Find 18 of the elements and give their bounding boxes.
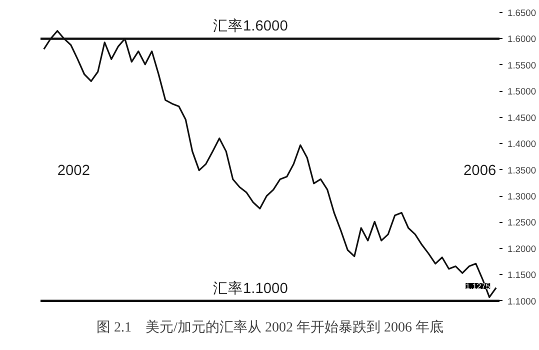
y-tick-label: 1.6500 xyxy=(508,8,536,18)
annotation: 2006 xyxy=(464,163,496,180)
y-tick-label: 1.5000 xyxy=(508,86,536,97)
ref-line-label: 汇率1.6000 xyxy=(213,18,288,35)
annotation: 1.1275 xyxy=(466,282,491,292)
y-tick-label: 1.4500 xyxy=(508,112,536,123)
ref-line-label: 汇率1.1000 xyxy=(213,280,288,297)
annotation: 2002 xyxy=(57,163,90,180)
y-tick-label: 1.3000 xyxy=(508,192,536,202)
y-tick-label: 1.4000 xyxy=(508,139,536,150)
y-tick-label: 1.6000 xyxy=(508,34,536,44)
y-tick-label: 1.2500 xyxy=(508,218,536,228)
y-tick-label: 1.1500 xyxy=(508,270,536,280)
y-tick-label: 1.2000 xyxy=(508,244,536,254)
y-tick-label: 1.3500 xyxy=(508,165,536,176)
y-tick-label: 1.1000 xyxy=(508,296,536,306)
text: 图 2.1 美元/加元的汇率从 2002 年开始暴跌到 2006 年底 xyxy=(96,320,444,336)
y-tick-label: 1.5500 xyxy=(508,60,536,70)
